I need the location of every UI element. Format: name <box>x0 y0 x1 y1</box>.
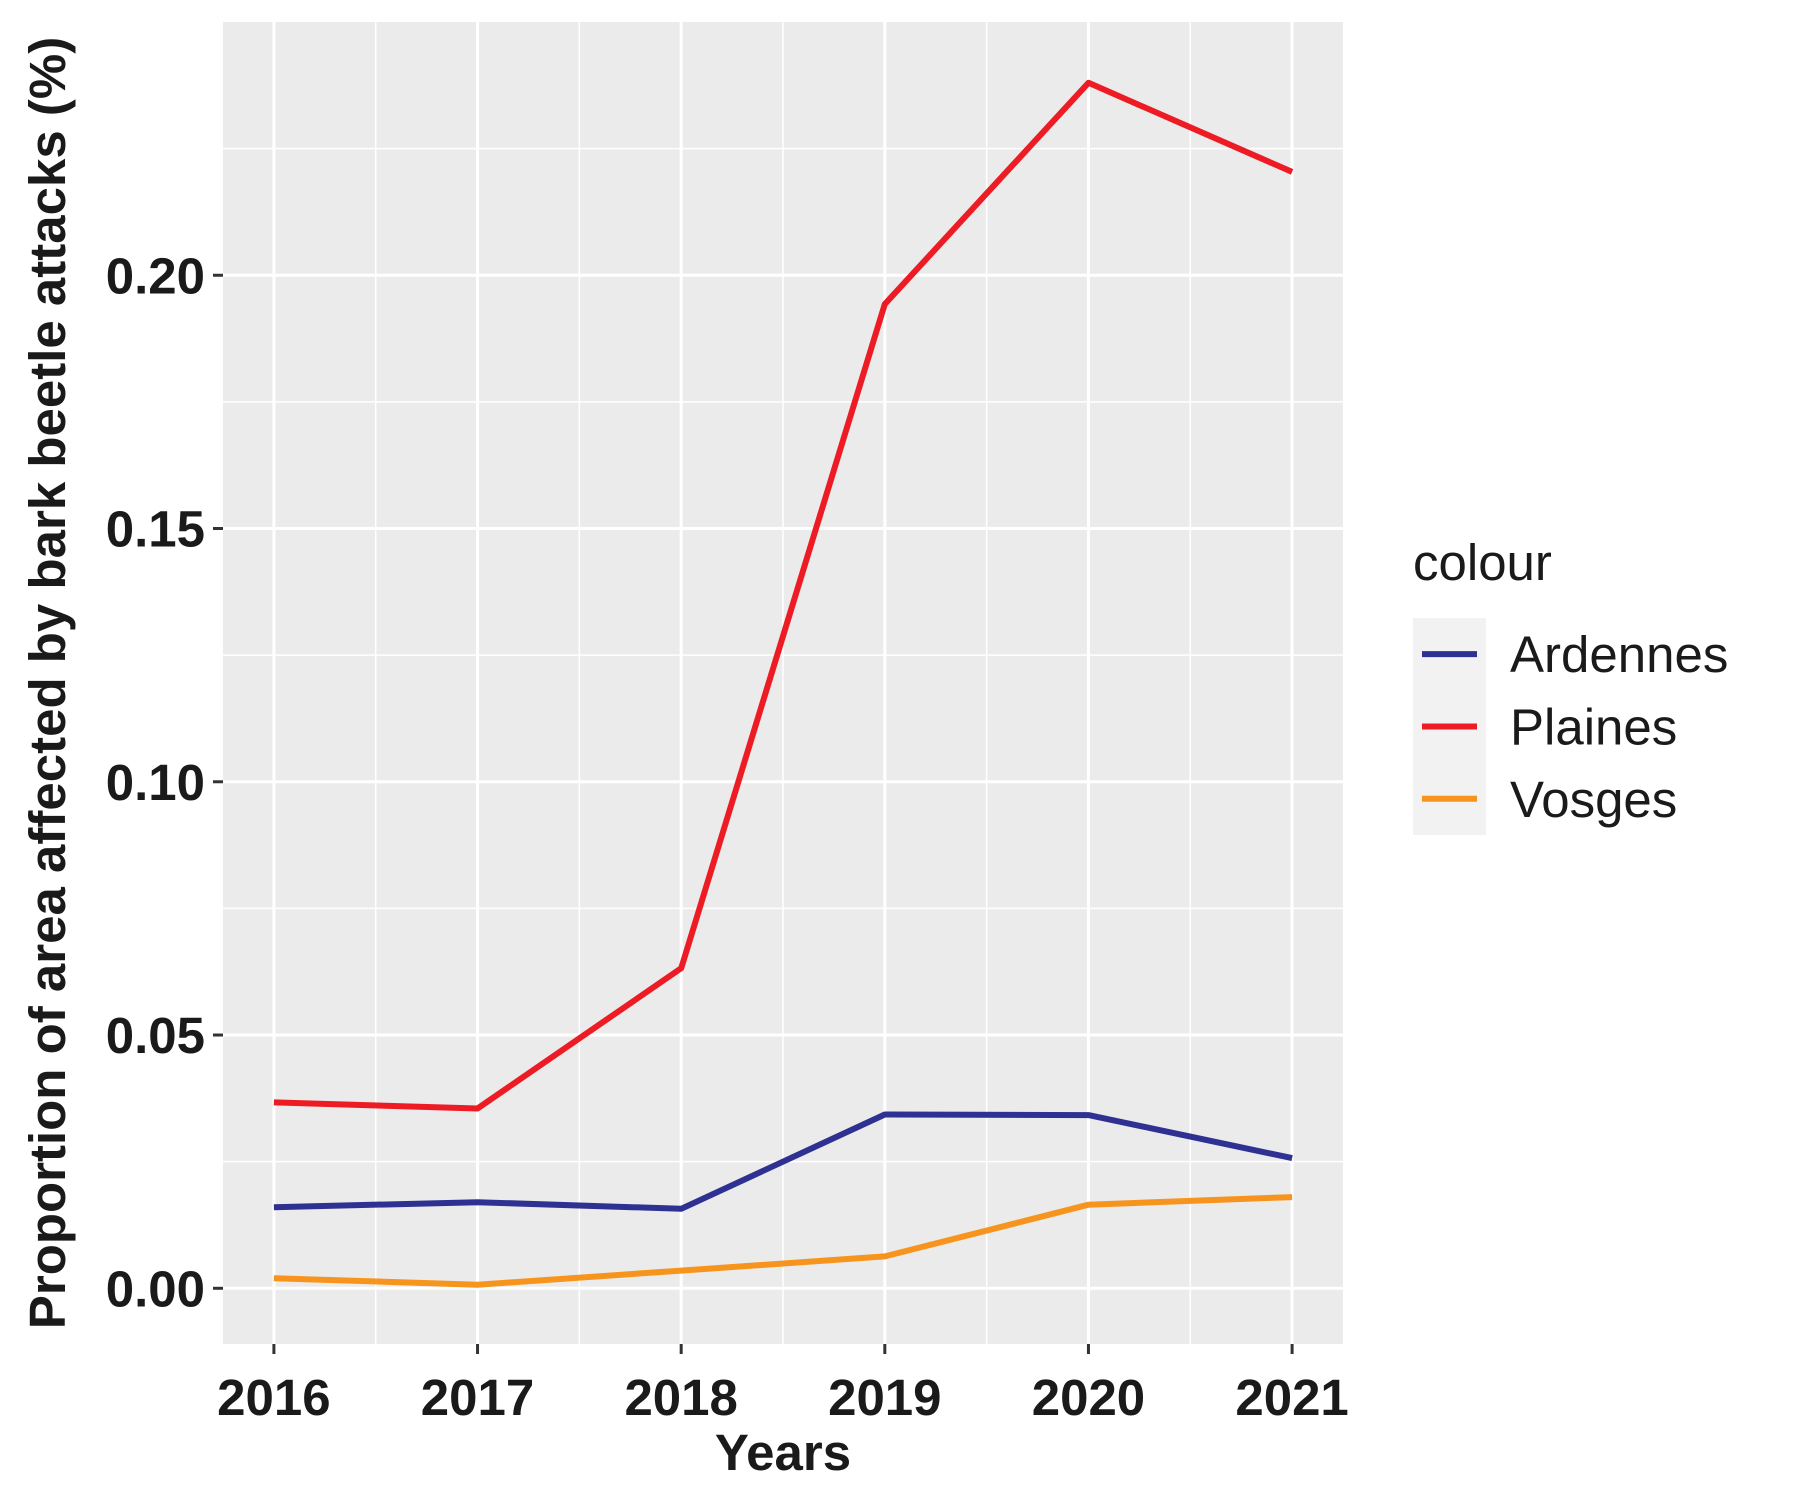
x-tick-label: 2019 <box>828 1369 941 1426</box>
series-line-ardennes <box>273 1111 1293 1212</box>
y-axis-tick-labels: 0.00 0.05 0.10 0.15 0.20 <box>106 247 205 1317</box>
legend-entries: Ardennes Plaines Vosges <box>1422 626 1728 828</box>
x-tick-label: 2016 <box>217 1369 330 1426</box>
y-tick-label: 0.20 <box>106 247 205 304</box>
y-tick-label: 0.00 <box>106 1260 205 1317</box>
minor-gridlines <box>223 22 1343 1344</box>
x-tick-label: 2021 <box>1235 1369 1348 1426</box>
legend-label-plaines: Plaines <box>1510 698 1677 755</box>
y-axis-ticks <box>213 273 223 1290</box>
y-tick-label: 0.05 <box>106 1007 205 1064</box>
x-tick-label: 2018 <box>624 1369 737 1426</box>
legend-label-vosges: Vosges <box>1510 771 1677 828</box>
legend: colour Ardennes Plaines Vosges <box>1413 534 1728 835</box>
major-gridlines <box>223 22 1343 1344</box>
x-axis-ticks <box>272 1344 1294 1354</box>
series-line-vosges <box>273 1194 1293 1288</box>
legend-title: colour <box>1413 534 1552 591</box>
series-lines <box>273 79 1294 1288</box>
x-tick-label: 2020 <box>1032 1369 1145 1426</box>
y-tick-label: 0.15 <box>106 501 205 558</box>
y-axis-title: Proportion of area affected by bark beet… <box>19 37 76 1329</box>
legend-label-ardennes: Ardennes <box>1510 626 1728 683</box>
x-tick-label: 2017 <box>421 1369 534 1426</box>
y-tick-label: 0.10 <box>106 754 205 811</box>
x-axis-tick-labels: 2016 2017 2018 2019 2020 2021 <box>217 1369 1349 1426</box>
series-line-plaines <box>273 79 1294 1112</box>
x-axis-title: Years <box>715 1424 851 1481</box>
